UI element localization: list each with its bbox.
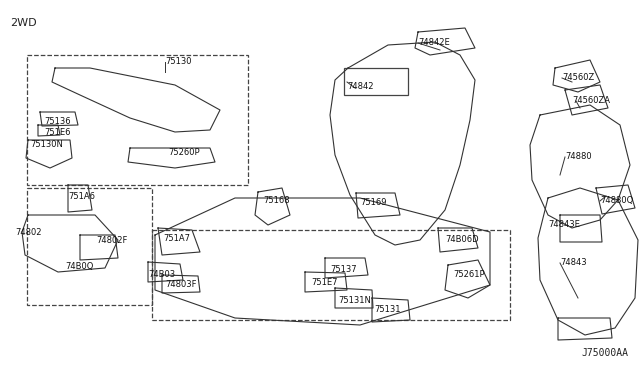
Text: J75000AA: J75000AA (581, 348, 628, 358)
Text: 74B03: 74B03 (148, 270, 175, 279)
Text: 75131N: 75131N (338, 296, 371, 305)
Text: 74843: 74843 (560, 258, 587, 267)
Text: 74560ZA: 74560ZA (572, 96, 610, 105)
Text: 74B0Q: 74B0Q (65, 262, 93, 271)
Text: 2WD: 2WD (10, 18, 36, 28)
Text: 751A7: 751A7 (163, 234, 190, 243)
Bar (344, 68, 408, 95)
Text: 75261P: 75261P (453, 270, 484, 279)
Text: 75260P: 75260P (168, 148, 200, 157)
Text: 74842: 74842 (347, 82, 374, 91)
Text: 74843E: 74843E (548, 220, 580, 229)
Text: 75169: 75169 (360, 198, 387, 207)
Bar (152, 230, 510, 320)
Text: 75168: 75168 (263, 196, 290, 205)
Bar (27, 188, 152, 305)
Text: 74802: 74802 (15, 228, 42, 237)
Text: 74880: 74880 (565, 152, 591, 161)
Text: 75130: 75130 (165, 57, 191, 66)
Text: 74842E: 74842E (418, 38, 450, 47)
Text: 74B06D: 74B06D (445, 235, 479, 244)
Text: 751E6: 751E6 (44, 128, 70, 137)
Text: 74803F: 74803F (165, 280, 196, 289)
Bar (27, 55, 248, 185)
Text: 75131: 75131 (374, 305, 401, 314)
Text: 75136: 75136 (44, 117, 70, 126)
Text: 74802F: 74802F (96, 236, 127, 245)
Text: 751E7: 751E7 (311, 278, 337, 287)
Text: 75130N: 75130N (30, 140, 63, 149)
Text: 74880Q: 74880Q (600, 196, 633, 205)
Text: 751A6: 751A6 (68, 192, 95, 201)
Text: 74560Z: 74560Z (562, 73, 595, 82)
Text: 75137: 75137 (330, 265, 356, 274)
